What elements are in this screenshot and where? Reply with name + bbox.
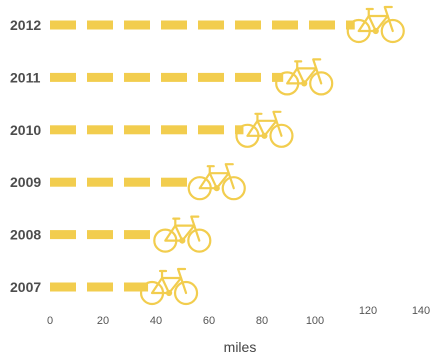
x-tick-label-60: 60: [203, 315, 215, 327]
year-labels: 2012 2011 2010 2009 2008 2007: [10, 17, 41, 295]
x-tick-label-120: 120: [359, 305, 377, 317]
bar-dash: [235, 72, 261, 82]
bar-dash: [198, 72, 224, 82]
year-label-2009: 2009: [10, 174, 41, 190]
bar-2008: [50, 230, 150, 240]
bar-dash: [50, 72, 76, 82]
bar-2009: [50, 177, 187, 187]
bar-dash: [50, 282, 76, 292]
bar-dash: [87, 72, 113, 82]
bar-dash: [50, 125, 76, 135]
bar-dash: [309, 20, 335, 30]
x-tick-label-40: 40: [150, 315, 162, 327]
x-tick-label-20: 20: [97, 315, 109, 327]
bar-2010: [50, 125, 244, 135]
bar-dash: [161, 125, 187, 135]
bar-dash: [50, 230, 76, 240]
year-label-2011: 2011: [10, 69, 41, 85]
bar-dash: [124, 177, 150, 187]
bar-dash: [198, 125, 224, 135]
bar-dash: [87, 177, 113, 187]
x-axis-ticks: 0 20 40 60 80 100 120 140: [47, 305, 430, 327]
year-label-2010: 2010: [10, 122, 41, 138]
x-axis-title: miles: [224, 339, 257, 355]
bar-2007: [50, 282, 149, 292]
bicycle-icons: [139, 5, 405, 306]
bicycle-icon-2011: [275, 58, 334, 96]
x-tick-label-140: 140: [412, 305, 430, 317]
bicycle-icon-2010: [235, 110, 294, 148]
bicycle-icon-2008: [153, 215, 212, 253]
x-tick-label-0: 0: [47, 315, 53, 327]
year-label-2008: 2008: [10, 227, 41, 243]
bar-dash: [50, 20, 76, 30]
bar-dash: [124, 230, 150, 240]
x-tick-label-100: 100: [306, 315, 324, 327]
bicycle-icon-2009: [187, 163, 246, 201]
bicycle-icon-2007: [139, 267, 199, 306]
year-label-2007: 2007: [10, 279, 41, 295]
x-tick-label-80: 80: [256, 315, 268, 327]
bar-dash: [235, 20, 261, 30]
bar-dash: [124, 20, 150, 30]
bar-2011: [50, 72, 284, 82]
bar-dash: [198, 20, 224, 30]
bicycle-icon-2012: [346, 5, 405, 44]
bar-dash: [50, 177, 76, 187]
bar-2012: [50, 20, 355, 30]
bar-dash: [87, 125, 113, 135]
bar-dash: [124, 282, 149, 292]
bar-dash: [161, 20, 187, 30]
bar-dash: [272, 20, 298, 30]
bar-dash: [124, 72, 150, 82]
bar-dash: [87, 230, 113, 240]
bar-dash: [87, 20, 113, 30]
bar-dash: [124, 125, 150, 135]
bar-dash: [87, 282, 113, 292]
bar-dash: [161, 72, 187, 82]
year-label-2012: 2012: [10, 17, 41, 33]
bar-dash: [161, 177, 187, 187]
